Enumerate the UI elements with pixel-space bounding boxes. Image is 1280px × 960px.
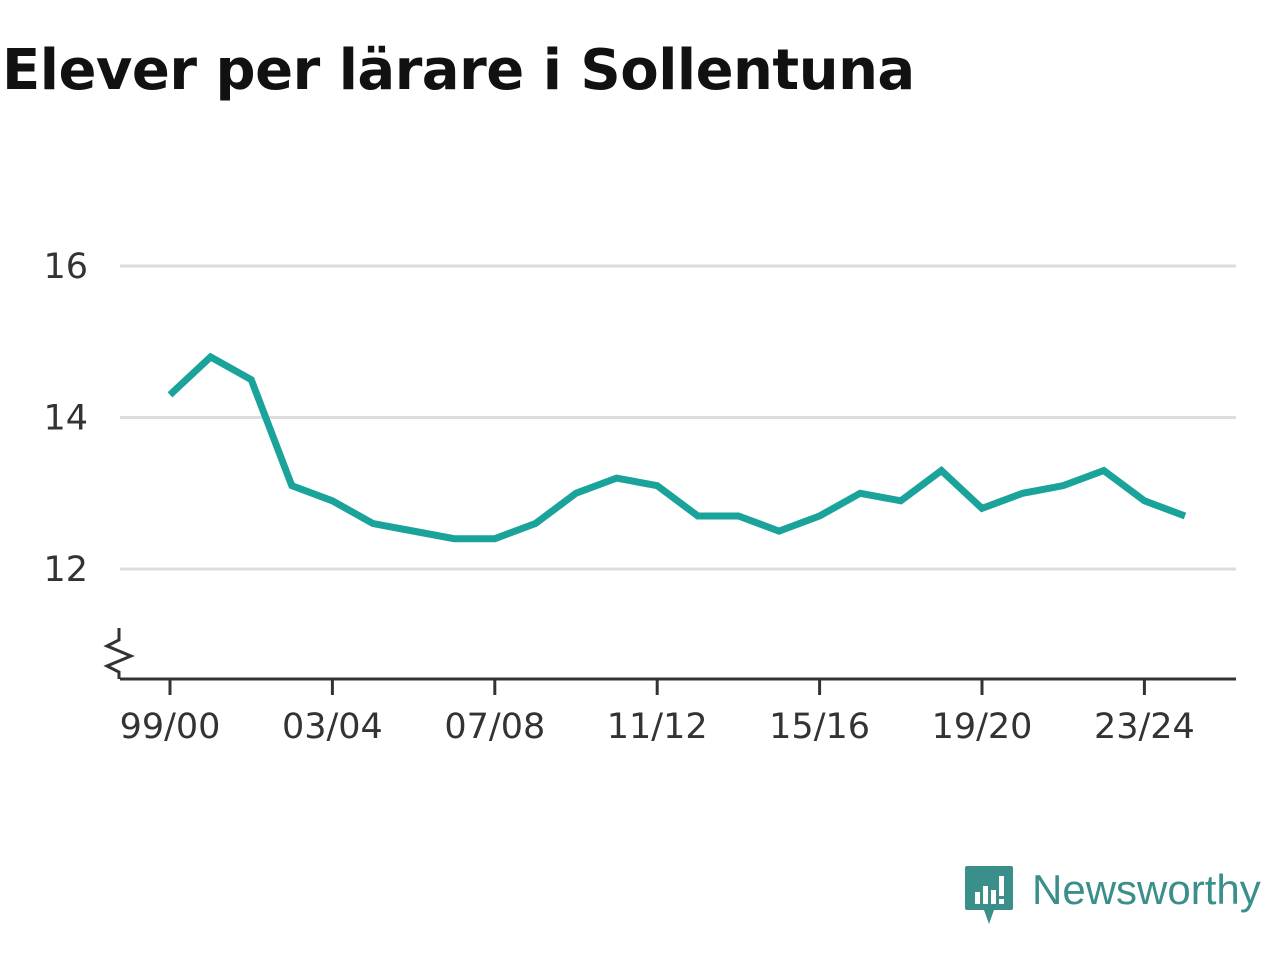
brand-name: Newsworthy bbox=[1032, 866, 1261, 913]
data-point bbox=[453, 538, 455, 540]
chart-title: Elever per lärare i Sollentuna bbox=[2, 38, 915, 103]
axes bbox=[103, 628, 1236, 695]
x-tick-label: 23/24 bbox=[1094, 707, 1195, 747]
data-point bbox=[981, 507, 983, 509]
data-point bbox=[413, 530, 415, 532]
brand-logo: Newsworthy bbox=[964, 864, 1261, 926]
series-layer bbox=[167, 352, 1187, 543]
data-point bbox=[331, 500, 333, 502]
data-point bbox=[656, 485, 658, 487]
data-point bbox=[697, 515, 699, 517]
x-tick-label: 11/12 bbox=[607, 707, 708, 747]
data-point bbox=[1022, 492, 1024, 494]
y-tick-label: 12 bbox=[43, 550, 88, 590]
series-line bbox=[167, 352, 1187, 543]
x-tick-label: 15/16 bbox=[769, 707, 870, 747]
data-point bbox=[494, 538, 496, 540]
data-point bbox=[900, 500, 902, 502]
data-point bbox=[210, 356, 212, 358]
data-point bbox=[534, 523, 536, 525]
data-point bbox=[575, 492, 577, 494]
data-point bbox=[859, 492, 861, 494]
data-point bbox=[1184, 515, 1186, 517]
y-axis-break-icon bbox=[103, 628, 135, 679]
x-tick-label: 19/20 bbox=[932, 707, 1033, 747]
data-point bbox=[778, 530, 780, 532]
x-tick-label: 99/00 bbox=[120, 707, 221, 747]
x-tick-labels: 99/00 03/04 07/08 11/12 15/16 19/20 23/24 bbox=[120, 707, 1195, 747]
data-point bbox=[737, 515, 739, 517]
data-point bbox=[616, 477, 618, 479]
y-tick-label: 16 bbox=[43, 247, 88, 287]
x-tick-label: 03/04 bbox=[282, 707, 383, 747]
data-point bbox=[1143, 500, 1145, 502]
data-point bbox=[291, 485, 293, 487]
data-point bbox=[169, 394, 171, 396]
x-tick-label: 07/08 bbox=[444, 707, 545, 747]
bar-chart-speech-bubble-icon bbox=[965, 866, 1013, 924]
data-point bbox=[940, 470, 942, 472]
data-point bbox=[372, 523, 374, 525]
y-tick-labels: 12 14 16 bbox=[43, 247, 88, 590]
data-point bbox=[1062, 485, 1064, 487]
y-tick-label: 14 bbox=[43, 399, 88, 439]
grid-lines bbox=[120, 264, 1236, 571]
data-point bbox=[250, 379, 252, 381]
data-point bbox=[819, 515, 821, 517]
data-point bbox=[1103, 470, 1105, 472]
